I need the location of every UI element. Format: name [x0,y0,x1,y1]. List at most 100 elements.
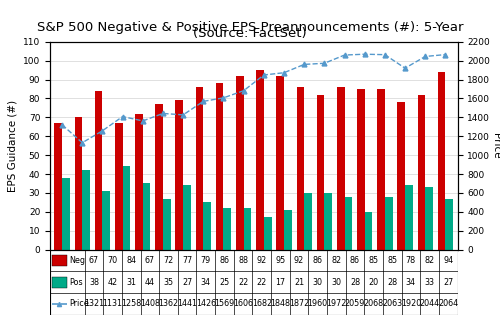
Text: 17: 17 [276,278,285,287]
Bar [196,87,203,250]
Price [160,111,166,115]
Bar [385,197,392,250]
Text: 72: 72 [164,256,173,265]
Bar [236,76,244,250]
Text: 67: 67 [89,256,99,265]
Bar [405,185,412,250]
Text: 84: 84 [126,256,136,265]
Text: 22: 22 [256,278,267,287]
Bar [204,202,211,250]
Price [220,96,226,100]
Y-axis label: EPS Guidance (#): EPS Guidance (#) [8,100,18,192]
Text: 2068: 2068 [364,299,384,308]
Text: 92: 92 [256,256,267,265]
Bar [284,210,292,250]
Text: 30: 30 [312,278,322,287]
Price [200,100,206,103]
Bar [115,123,122,250]
Price [59,123,65,127]
Text: 42: 42 [108,278,118,287]
Text: 34: 34 [406,278,416,287]
Text: 1960: 1960 [308,299,328,308]
Bar [74,117,82,250]
Text: 2044: 2044 [420,299,440,308]
Bar [52,255,66,266]
Bar [377,89,385,250]
Text: 78: 78 [406,256,416,265]
Bar [163,199,170,250]
Text: 86: 86 [312,256,322,265]
Text: 88: 88 [238,256,248,265]
Text: 1920: 1920 [401,299,421,308]
Text: 1872: 1872 [289,299,309,308]
Text: 77: 77 [182,256,192,265]
Text: 27: 27 [182,278,192,287]
Bar [102,191,110,250]
Text: 1441: 1441 [177,299,197,308]
Bar [224,208,231,250]
Text: 1408: 1408 [140,299,160,308]
Price [442,53,448,56]
Price [322,61,328,65]
Text: 35: 35 [164,278,173,287]
Price [180,113,186,117]
Price [120,115,126,118]
Text: 33: 33 [424,278,434,287]
Text: 38: 38 [89,278,99,287]
Text: 22: 22 [238,278,248,287]
Price [140,119,146,123]
Price [281,71,287,75]
Bar [324,193,332,250]
Text: 92: 92 [294,256,304,265]
Text: 1569: 1569 [214,299,234,308]
Text: 86: 86 [220,256,230,265]
Text: 85: 85 [368,256,378,265]
Text: 1972: 1972 [326,299,346,308]
Text: 20: 20 [368,278,378,287]
Text: 30: 30 [332,278,342,287]
Price [402,66,408,70]
Bar [296,87,304,250]
Text: 27: 27 [443,278,454,287]
Bar [276,76,284,250]
Price [422,55,428,58]
Y-axis label: Price: Price [492,133,500,159]
Text: 1848: 1848 [270,299,290,308]
Bar [135,114,143,250]
Bar [52,277,66,288]
Bar [337,87,344,250]
FancyBboxPatch shape [50,250,458,315]
Bar [216,83,224,250]
Price [301,63,307,66]
Text: Price: Price [69,299,89,308]
Bar [95,91,102,250]
Price [240,89,246,92]
Text: 2063: 2063 [382,299,402,308]
Bar [54,123,62,250]
Price [362,52,368,56]
Bar [183,185,191,250]
Bar [176,100,183,250]
Bar [438,72,446,250]
Text: 82: 82 [424,256,434,265]
Price [80,141,86,145]
Text: 28: 28 [350,278,360,287]
Price [382,53,388,56]
Text: 1258: 1258 [121,299,142,308]
Bar [446,199,453,250]
Text: Neg: Neg [69,256,85,265]
Text: 31: 31 [126,278,136,287]
Bar [304,193,312,250]
Text: (Source: FactSet): (Source: FactSet) [193,27,307,40]
Text: 1362: 1362 [158,299,178,308]
Bar [82,170,90,250]
Bar [256,70,264,250]
Bar [143,184,150,250]
Bar [62,178,70,250]
Text: Pos: Pos [69,278,82,287]
Text: S&P 500 Negative & Positive EPS Preannouncements (#): 5-Year: S&P 500 Negative & Positive EPS Preannou… [37,21,463,34]
Text: 1321: 1321 [84,299,104,308]
Text: 1131: 1131 [102,299,122,308]
Text: 2059: 2059 [345,299,365,308]
Bar [156,104,163,250]
